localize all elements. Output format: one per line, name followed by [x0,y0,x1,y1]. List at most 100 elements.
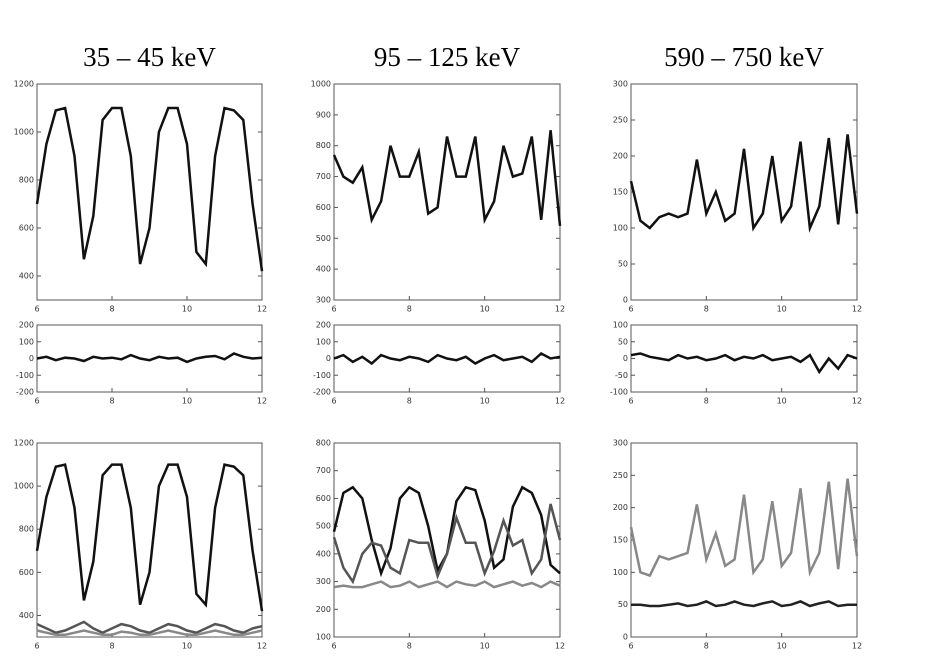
x-tick-label: 12 [852,642,862,651]
y-tick-label: 0 [29,354,34,363]
y-tick-label: 50 [618,260,628,269]
y-tick-label: 50 [618,600,628,609]
data-line [36,352,263,364]
y-tick-label: 400 [316,549,331,558]
y-tick-label: 300 [613,80,628,89]
x-tick-label: 6 [34,642,39,651]
x-tick-label: 10 [777,397,787,406]
y-tick-label: 1000 [14,128,34,137]
x-tick-label: 8 [704,397,709,406]
y-tick-label: 100 [316,633,331,642]
y-tick-label: 50 [618,337,628,346]
x-tick-label: 6 [628,305,633,314]
y-tick-label: 250 [613,471,628,480]
y-tick-label: 300 [613,439,628,448]
x-tick-label: 8 [704,305,709,314]
y-tick-label: 100 [19,337,34,346]
y-tick-label: -100 [610,388,628,397]
y-tick-label: 100 [613,568,628,577]
x-tick-label: 12 [555,397,565,406]
x-tick-label: 12 [257,642,267,651]
y-tick-label: 500 [316,234,331,243]
x-tick-label: 8 [109,642,114,651]
y-tick-label: 0 [623,633,628,642]
plot-frame [36,442,263,638]
x-tick-label: 12 [555,305,565,314]
x-tick-label: 12 [852,305,862,314]
y-tick-label: 700 [316,466,331,475]
data-line [629,134,859,233]
x-tick-label: 6 [34,305,39,314]
x-tick-label: 8 [109,397,114,406]
y-tick-label: 800 [316,439,331,448]
plot-frame [333,83,561,301]
plot-frame [36,83,263,301]
y-tick-label: 600 [19,568,34,577]
x-tick-label: 6 [628,642,633,651]
x-tick-label: 10 [480,305,490,314]
data-line [630,352,858,375]
x-tick-label: 10 [182,642,192,651]
y-tick-label: 100 [613,224,628,233]
data-line [36,629,263,637]
y-tick-label: 250 [613,116,628,125]
x-tick-label: 10 [480,397,490,406]
y-tick-label: 200 [613,152,628,161]
y-tick-label: 150 [613,188,628,197]
plot-frame [630,442,858,638]
y-tick-label: 100 [613,321,628,330]
data-line [332,503,562,585]
y-tick-label: 300 [316,577,331,586]
x-tick-label: 8 [407,397,412,406]
y-tick-label: -200 [313,388,331,397]
y-tick-label: 800 [19,176,34,185]
plot-frame [630,83,858,301]
y-tick-label: 600 [316,494,331,503]
x-tick-label: 10 [480,642,490,651]
y-tick-label: 900 [316,110,331,119]
column-title: 35 – 45 keV [83,42,216,72]
x-tick-label: 8 [704,642,709,651]
y-tick-label: 800 [316,141,331,150]
y-tick-label: 0 [623,296,628,305]
data-line [631,600,857,608]
y-tick-label: 1200 [14,80,34,89]
data-line [35,106,264,272]
y-tick-label: 1200 [14,439,34,448]
y-tick-label: 100 [316,337,331,346]
y-tick-label: 200 [19,321,34,330]
x-tick-label: 6 [628,397,633,406]
y-tick-label: 200 [613,503,628,512]
y-tick-label: 150 [613,536,628,545]
data-line [332,485,561,578]
x-tick-label: 6 [331,397,336,406]
x-tick-label: 8 [109,305,114,314]
data-line [333,351,561,366]
x-tick-label: 10 [182,397,192,406]
y-tick-label: 0 [326,354,331,363]
x-tick-label: 12 [852,397,862,406]
x-tick-label: 10 [777,305,787,314]
y-tick-label: 600 [19,224,34,233]
data-line [333,580,561,589]
y-tick-label: 400 [316,265,331,274]
y-tick-label: 800 [19,525,34,534]
x-tick-label: 8 [407,305,412,314]
x-tick-label: 6 [331,305,336,314]
column-title: 590 – 750 keV [664,42,824,72]
y-tick-label: 400 [19,272,34,281]
y-tick-label: -100 [313,371,331,380]
x-tick-label: 10 [182,305,192,314]
x-tick-label: 12 [257,397,267,406]
y-tick-label: -100 [16,371,34,380]
data-line [36,620,263,635]
y-tick-label: 600 [316,203,331,212]
y-tick-label: 1000 [311,80,331,89]
x-tick-label: 12 [257,305,267,314]
x-tick-label: 12 [555,642,565,651]
x-tick-label: 10 [777,642,787,651]
y-tick-label: 0 [623,354,628,363]
column-title: 95 – 125 keV [374,42,521,72]
y-tick-label: 400 [19,611,34,620]
